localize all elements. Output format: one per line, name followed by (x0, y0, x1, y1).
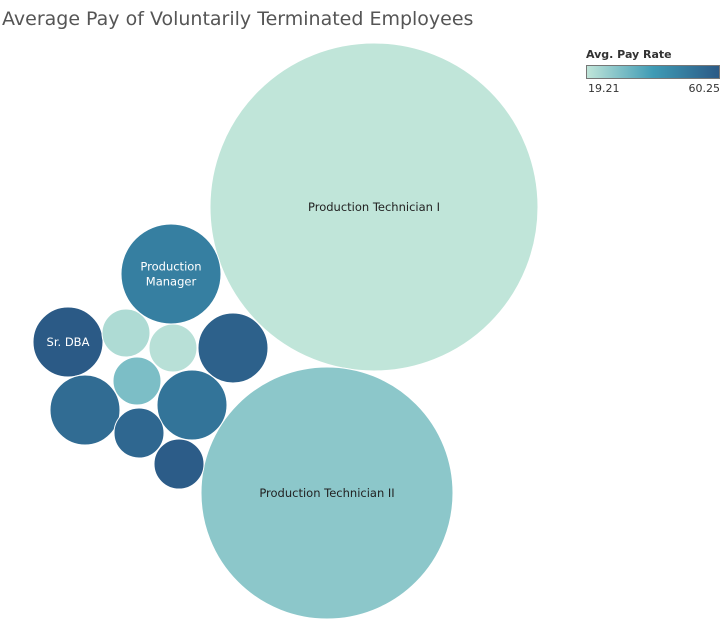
bubble-label: Production Technician I (308, 200, 440, 214)
bubble-circle[interactable] (153, 438, 205, 490)
bubble-circle[interactable] (112, 356, 162, 406)
bubble-label: Production Manager (140, 260, 201, 289)
bubble-unlabeled-7[interactable] (113, 407, 165, 459)
chart-title: Average Pay of Voluntarily Terminated Em… (2, 8, 474, 30)
bubble-circle[interactable] (113, 407, 165, 459)
bubble-production-technician-ii[interactable]: Production Technician II (200, 366, 454, 620)
bubble-circle[interactable] (156, 369, 228, 441)
bubble-unlabeled-6[interactable] (49, 374, 121, 446)
bubble-production-technician-i[interactable]: Production Technician I (209, 42, 539, 372)
bubble-unlabeled-9[interactable] (101, 308, 151, 358)
color-legend: Avg. Pay Rate 19.21 60.25 (586, 48, 720, 96)
bubble-circle[interactable] (101, 308, 151, 358)
legend-title: Avg. Pay Rate (586, 48, 672, 61)
bubble-unlabeled-4[interactable] (197, 312, 269, 384)
legend-min-label: 19.21 (588, 82, 620, 95)
legend-gradient-bar (586, 65, 720, 79)
bubble-sr-dba[interactable]: Sr. DBA (32, 306, 104, 378)
bubble-unlabeled-10[interactable] (148, 323, 198, 373)
legend-max-label: 60.25 (688, 82, 721, 95)
bubble-unlabeled-5[interactable] (156, 369, 228, 441)
bubble-circle[interactable] (49, 374, 121, 446)
bubble-circle[interactable] (209, 42, 539, 372)
bubble-circle[interactable] (148, 323, 198, 373)
bubble-circle[interactable] (200, 366, 454, 620)
bubble-label: Sr. DBA (47, 335, 90, 349)
bubble-unlabeled-11[interactable] (112, 356, 162, 406)
bubble-circle[interactable] (197, 312, 269, 384)
bubble-production-manager[interactable]: Production Manager (120, 223, 222, 325)
bubble-label: Production Technician II (259, 486, 394, 500)
bubble-circle[interactable] (32, 306, 104, 378)
bubble-unlabeled-8[interactable] (153, 438, 205, 490)
